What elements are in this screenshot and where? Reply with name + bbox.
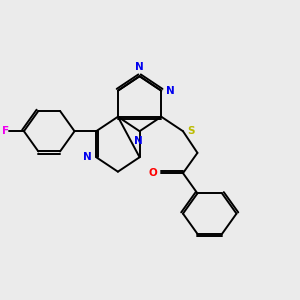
Text: S: S (187, 126, 195, 136)
Text: N: N (166, 86, 174, 96)
Text: N: N (134, 136, 142, 146)
Text: N: N (83, 152, 92, 162)
Text: N: N (135, 62, 144, 72)
Text: F: F (2, 126, 9, 136)
Text: O: O (148, 168, 157, 178)
